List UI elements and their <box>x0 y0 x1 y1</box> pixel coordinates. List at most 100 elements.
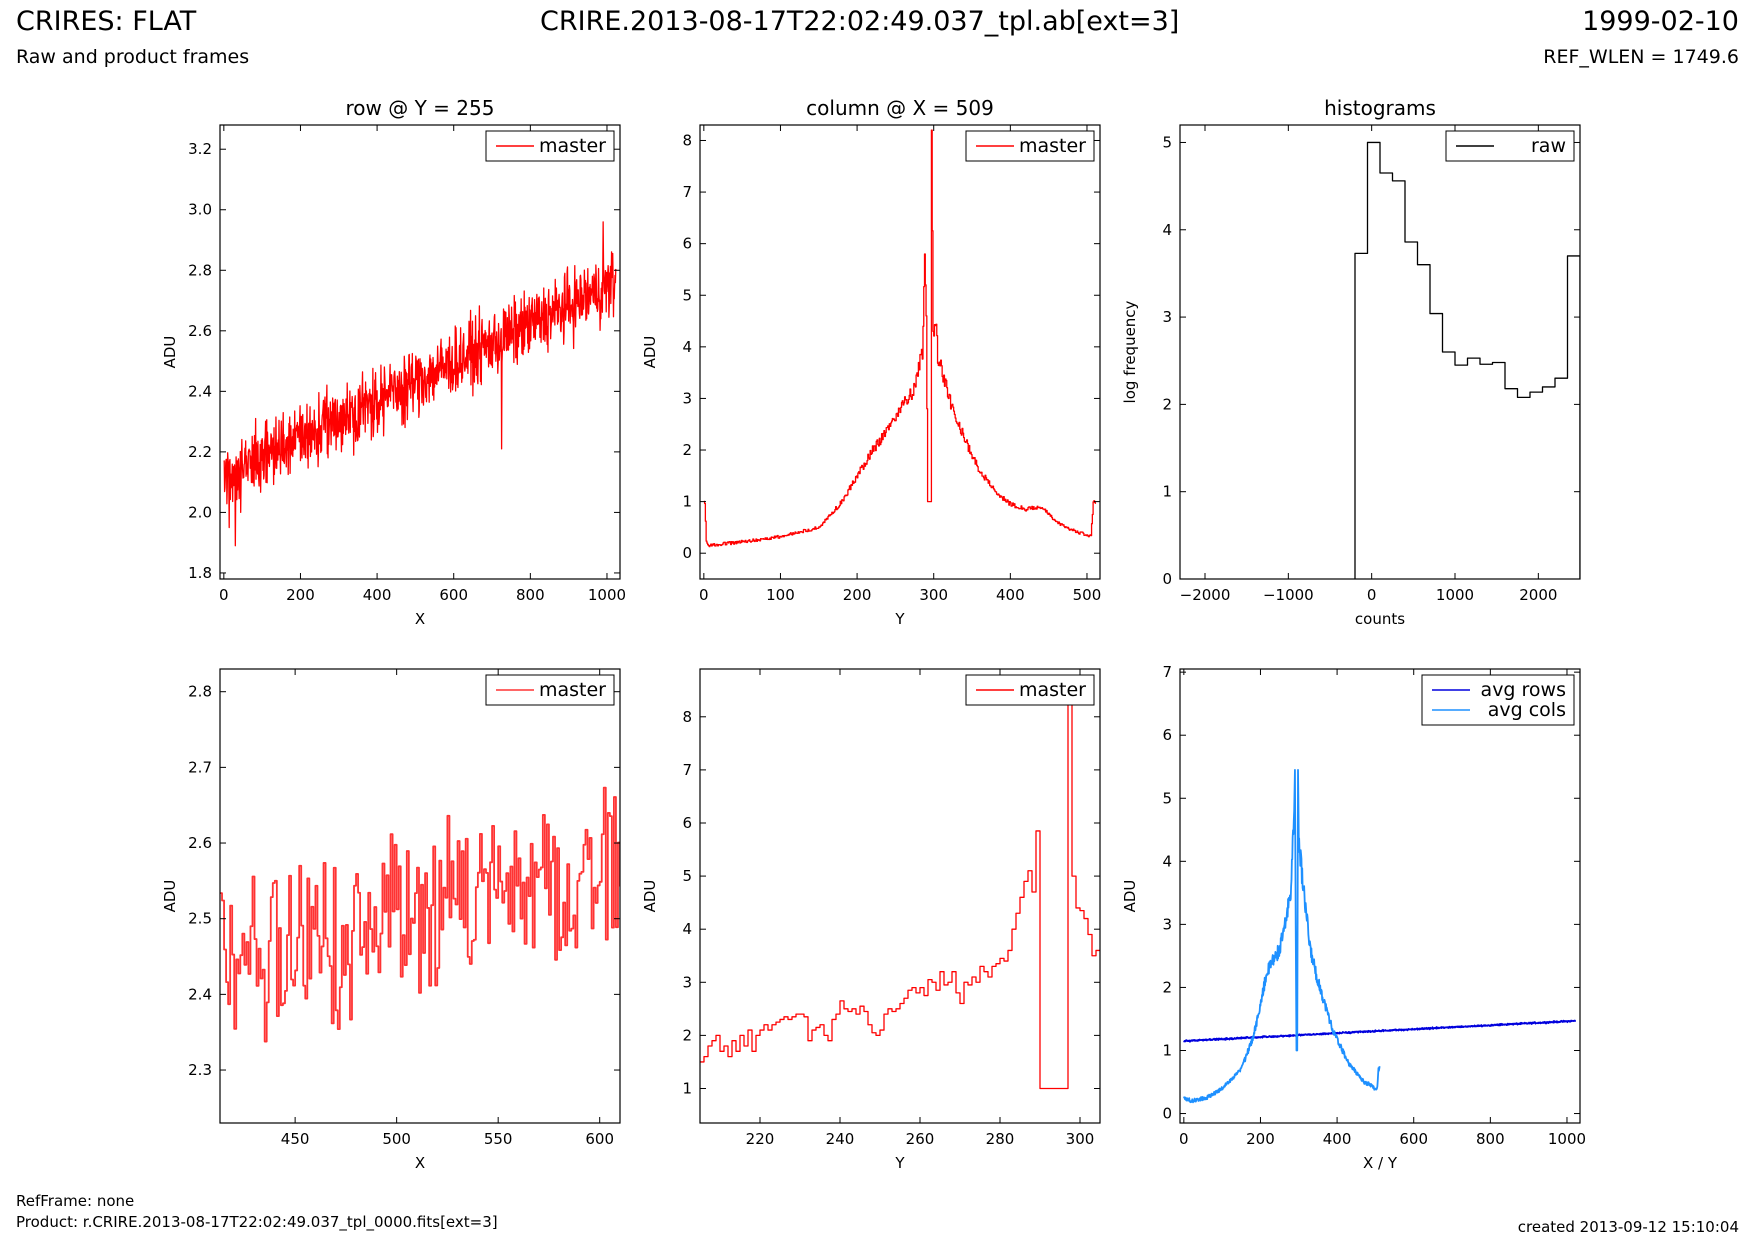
legend-box <box>1421 674 1575 726</box>
y-tick-label: 4 <box>1162 221 1172 239</box>
legend-label: master <box>1019 135 1086 157</box>
ref-wlen-label: REF_WLEN = 1749.6 <box>1543 46 1739 68</box>
y-tick-label: 3 <box>1162 915 1172 933</box>
x-tick-label: 100 <box>766 586 795 604</box>
y-tick-label: 4 <box>682 338 692 356</box>
legend: master <box>485 674 615 706</box>
product-label: Product: r.CRIRE.2013-08-17T22:02:49.037… <box>16 1213 498 1231</box>
y-tick-label: 6 <box>682 814 692 832</box>
series-group <box>220 786 620 1043</box>
plot-frame <box>699 668 1101 1124</box>
y-tick-label: 5 <box>682 286 692 304</box>
plot-frame <box>699 124 1101 580</box>
x-tick-label: −2000 <box>1180 586 1231 604</box>
x-tick-label: 600 <box>1399 1130 1428 1148</box>
series-group <box>1354 141 1580 579</box>
x-axis-label: counts <box>1355 610 1405 628</box>
y-axis-label: ADU <box>161 880 179 913</box>
x-tick-label: 200 <box>286 586 315 604</box>
series-line-avg-cols <box>1182 768 1381 1104</box>
y-tick-label: 1 <box>682 1079 692 1097</box>
panel-title: row @ Y = 255 <box>346 96 495 120</box>
series-group <box>703 129 1097 548</box>
x-tick-label: 200 <box>843 586 872 604</box>
y-tick-label: 5 <box>1162 133 1172 151</box>
y-tick-label: 5 <box>682 867 692 885</box>
x-tick-label: 1000 <box>1436 586 1474 604</box>
y-tick-label: 2.8 <box>188 261 212 279</box>
legend-label: avg rows <box>1481 679 1566 701</box>
y-tick-label: 8 <box>682 131 692 149</box>
y-axis-label: ADU <box>1121 880 1139 913</box>
y-tick-label: 7 <box>682 183 692 201</box>
y-tick-label: 2.3 <box>188 1061 212 1079</box>
y-tick-label: 2.6 <box>188 322 212 340</box>
y-tick-label: 1 <box>1162 1041 1172 1059</box>
x-tick-label: 400 <box>996 586 1025 604</box>
y-tick-label: 1 <box>1162 483 1172 501</box>
legend-label: raw <box>1531 135 1566 157</box>
panel-avg: 0 200 400 600 800 1000 0 1 2 3 4 5 6 7 X / Y ADU avg row… <box>1121 663 1586 1172</box>
x-tick-label: 0 <box>699 586 709 604</box>
x-axis-label: X <box>415 1154 425 1172</box>
y-axis-label: log frequency <box>1121 300 1139 403</box>
x-axis-label: X <box>415 610 425 628</box>
x-tick-label: 500 <box>382 1130 411 1148</box>
y-tick-label: 6 <box>1162 726 1172 744</box>
x-axis-label: Y <box>894 610 905 628</box>
legend-label: master <box>1019 679 1086 701</box>
panel-hist: −2000 −1000 0 1000 2000 0 1 2 3 4 5 histograms count… <box>1121 96 1581 628</box>
y-tick-label: 2.7 <box>188 758 212 776</box>
x-tick-label: 240 <box>826 1130 855 1148</box>
x-tick-label: 2000 <box>1519 586 1557 604</box>
y-tick-label: 6 <box>682 235 692 253</box>
file-title: CRIRE.2013-08-17T22:02:49.037_tpl.ab[ext… <box>540 6 1180 37</box>
x-tick-label: 1000 <box>588 586 626 604</box>
y-tick-label: 3 <box>682 389 692 407</box>
x-tick-label: 400 <box>1323 1130 1352 1148</box>
series-line-master <box>700 702 1100 1090</box>
series-line-master <box>703 129 1097 548</box>
y-tick-label: 0 <box>682 544 692 562</box>
x-tick-label: 260 <box>906 1130 935 1148</box>
legend: master <box>965 674 1095 706</box>
y-tick-label: 3.0 <box>188 201 212 219</box>
y-tick-label: 2 <box>682 441 692 459</box>
series-line-raw <box>1354 141 1580 579</box>
y-tick-label: 0 <box>1162 1105 1172 1123</box>
x-tick-label: 0 <box>1367 586 1377 604</box>
panel-colzoom: 220 240 260 280 300 1 2 3 4 5 6 7 8 Y ADU master <box>641 668 1101 1172</box>
y-tick-label: 0 <box>1162 570 1172 588</box>
y-tick-label: 2.2 <box>188 443 212 461</box>
y-tick-label: 1 <box>682 493 692 511</box>
y-tick-label: 7 <box>682 761 692 779</box>
created-label: created 2013-09-12 15:10:04 <box>1517 1218 1739 1236</box>
y-tick-label: 2 <box>1162 978 1172 996</box>
page-subtitle: Raw and product frames <box>16 46 250 68</box>
y-tick-label: 4 <box>682 920 692 938</box>
x-tick-label: 280 <box>986 1130 1015 1148</box>
series-group <box>1182 768 1577 1104</box>
y-axis-label: ADU <box>161 336 179 369</box>
page-title: CRIRES: FLAT <box>16 6 197 37</box>
series-group <box>223 221 617 547</box>
x-axis-label: X / Y <box>1363 1154 1398 1172</box>
legend-label: avg cols <box>1488 699 1566 721</box>
legend-label: master <box>539 679 606 701</box>
series-line-avg-rows <box>1183 1019 1577 1043</box>
y-tick-label: 2 <box>682 1026 692 1044</box>
x-tick-label: 220 <box>746 1130 775 1148</box>
y-tick-label: 1.8 <box>188 564 212 582</box>
legend-label: master <box>539 135 606 157</box>
x-tick-label: 800 <box>516 586 545 604</box>
panel-column: 0 100 200 300 400 500 0 1 2 3 4 5 6 7 8 column @ X = 50… <box>641 96 1101 628</box>
x-tick-label: 300 <box>1066 1130 1095 1148</box>
x-tick-label: 600 <box>439 586 468 604</box>
plot-frame <box>219 668 621 1124</box>
x-tick-label: 300 <box>919 586 948 604</box>
x-tick-label: 0 <box>219 586 229 604</box>
y-tick-label: 7 <box>1162 663 1172 681</box>
x-tick-label: 1000 <box>1548 1130 1586 1148</box>
plot-frame <box>1179 124 1581 580</box>
